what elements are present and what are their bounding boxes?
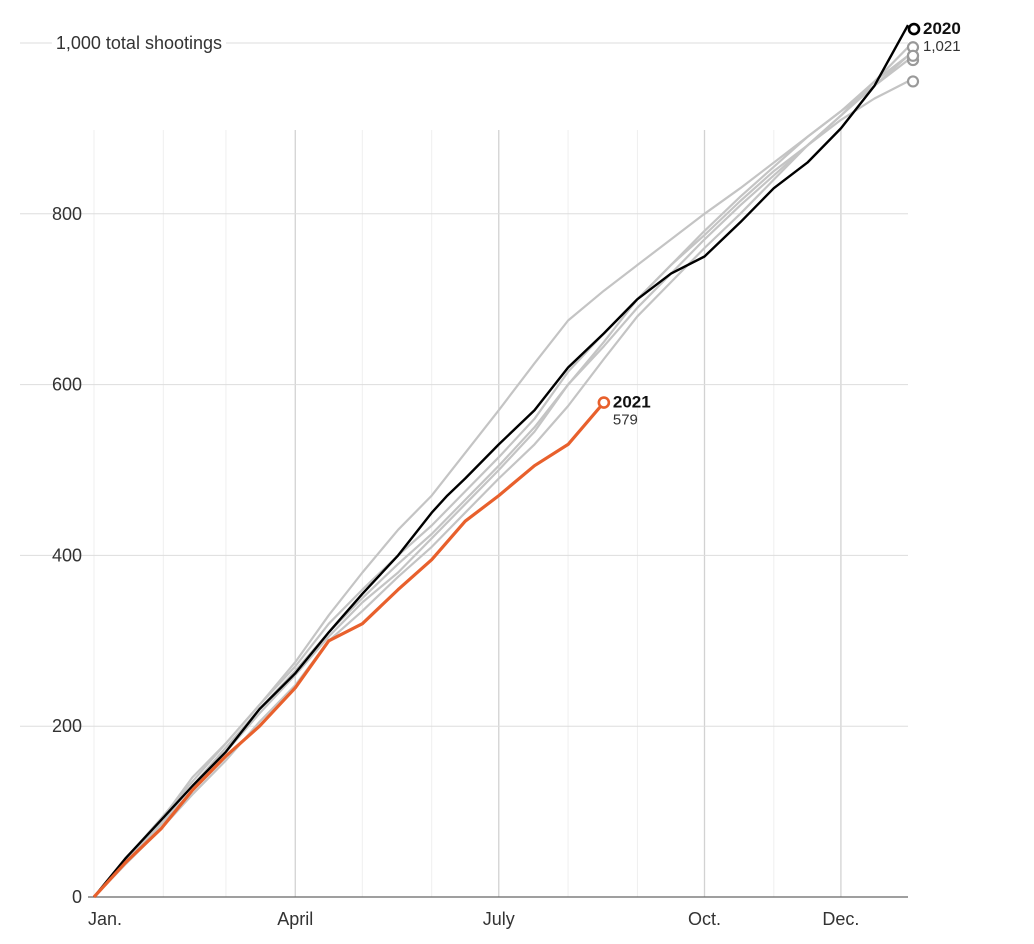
y-tick-label: 0 [72, 887, 82, 907]
y-tick-label: 600 [52, 375, 82, 395]
highlighted-years-lines [92, 24, 910, 899]
x-tick-label: July [483, 909, 515, 929]
x-tick-label: Dec. [822, 909, 859, 929]
y-axis-tick-labels: 0 200 400 600 800 1,000 total shootings [51, 32, 226, 907]
x-tick-label: Jan. [88, 909, 122, 929]
series-line-2020 [93, 24, 910, 898]
x-tick-label: Oct. [688, 909, 721, 929]
y-tick-label: 1,000 total shootings [56, 33, 222, 53]
end-markers [597, 22, 921, 409]
series-end-marker-2020 [907, 22, 921, 36]
y-tick-label: 800 [52, 204, 82, 224]
prior-years-lines [93, 46, 909, 898]
y-tick-label-backing [51, 32, 226, 54]
x-axis-tick-labels: Jan. April July Oct. Dec. [88, 909, 859, 929]
prior-year-end-marker [906, 49, 920, 62]
x-tick-label: April [277, 909, 313, 929]
prior-year-line [93, 46, 909, 898]
prior-year-line [93, 80, 909, 898]
prior-year-line [93, 54, 909, 898]
series-end-value-2021: 579 [613, 412, 638, 429]
series-end-year-2020: 2020 [923, 19, 961, 38]
prior-year-line [93, 59, 909, 898]
series-end-marker-2021 [597, 396, 611, 409]
prior-year-end-marker [906, 75, 920, 88]
series-end-year-2021: 2021 [613, 393, 651, 412]
series-end-value-2020: 1,021 [923, 38, 961, 55]
y-tick-label: 400 [52, 545, 82, 565]
series-line-2021 [92, 401, 606, 899]
y-tick-label: 200 [52, 716, 82, 736]
